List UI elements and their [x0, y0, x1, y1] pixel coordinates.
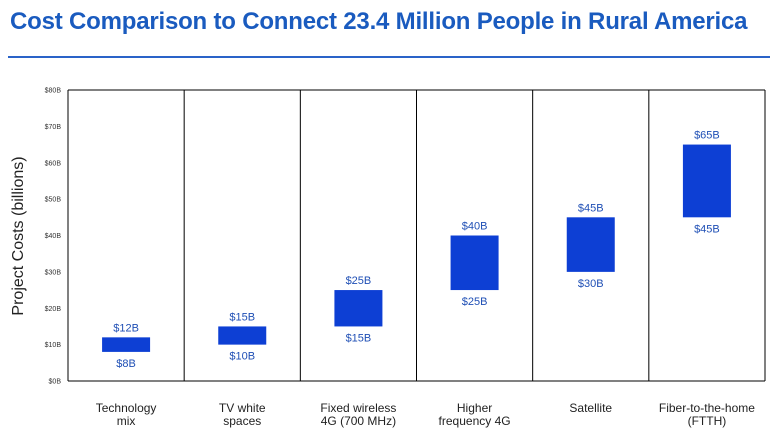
category-label: Higher frequency 4G [439, 401, 511, 428]
data-label-high: $45B [578, 202, 604, 214]
category-label: Technology mix [96, 401, 157, 428]
range-bar [334, 290, 383, 327]
data-label-high: $12B [113, 322, 139, 334]
category-label: Satellite [569, 401, 612, 415]
range-bar [566, 217, 615, 272]
data-label-high: $40B [462, 221, 488, 233]
bar-layer [102, 144, 731, 352]
data-label-low: $8B [116, 358, 136, 370]
data-label-low: $10B [229, 351, 255, 363]
category-label: TV white spaces [219, 401, 266, 428]
y-tick-label: $0B [49, 379, 62, 386]
range-bar [450, 235, 499, 291]
chart-title: Cost Comparison to Connect 23.4 Million … [10, 8, 748, 35]
y-tick-label: $60B [45, 160, 62, 167]
y-tick-label: $20B [45, 306, 62, 313]
data-label-low: $45B [694, 223, 720, 235]
grid-layer [67, 89, 766, 382]
y-tick-label: $10B [45, 342, 62, 349]
y-tick-label: $30B [45, 269, 62, 276]
range-bar [102, 337, 151, 352]
data-label-high: $25B [346, 275, 372, 287]
range-bar [682, 144, 731, 218]
range-bar [218, 326, 267, 345]
y-tick-label: $70B [45, 124, 62, 131]
data-label-high: $15B [229, 311, 255, 323]
data-label-low: $25B [462, 296, 488, 308]
y-tick-label: $40B [45, 233, 62, 240]
y-tick-label: $50B [45, 197, 62, 204]
y-tick-label: $80B [45, 88, 62, 95]
data-label-low: $15B [346, 332, 372, 344]
data-label-high: $65B [694, 130, 720, 142]
title-underline [8, 56, 770, 58]
data-label-low: $30B [578, 278, 604, 290]
category-label: Fixed wireless 4G (700 MHz) [320, 401, 396, 428]
y-axis-label: Project Costs (billions) [10, 156, 27, 315]
label-layer: $0B $10B $20B $30B $40B $50B $60B $70B $80B $12B $… [45, 88, 756, 429]
category-label: Fiber-to-the-home (FTTH) [659, 401, 755, 428]
